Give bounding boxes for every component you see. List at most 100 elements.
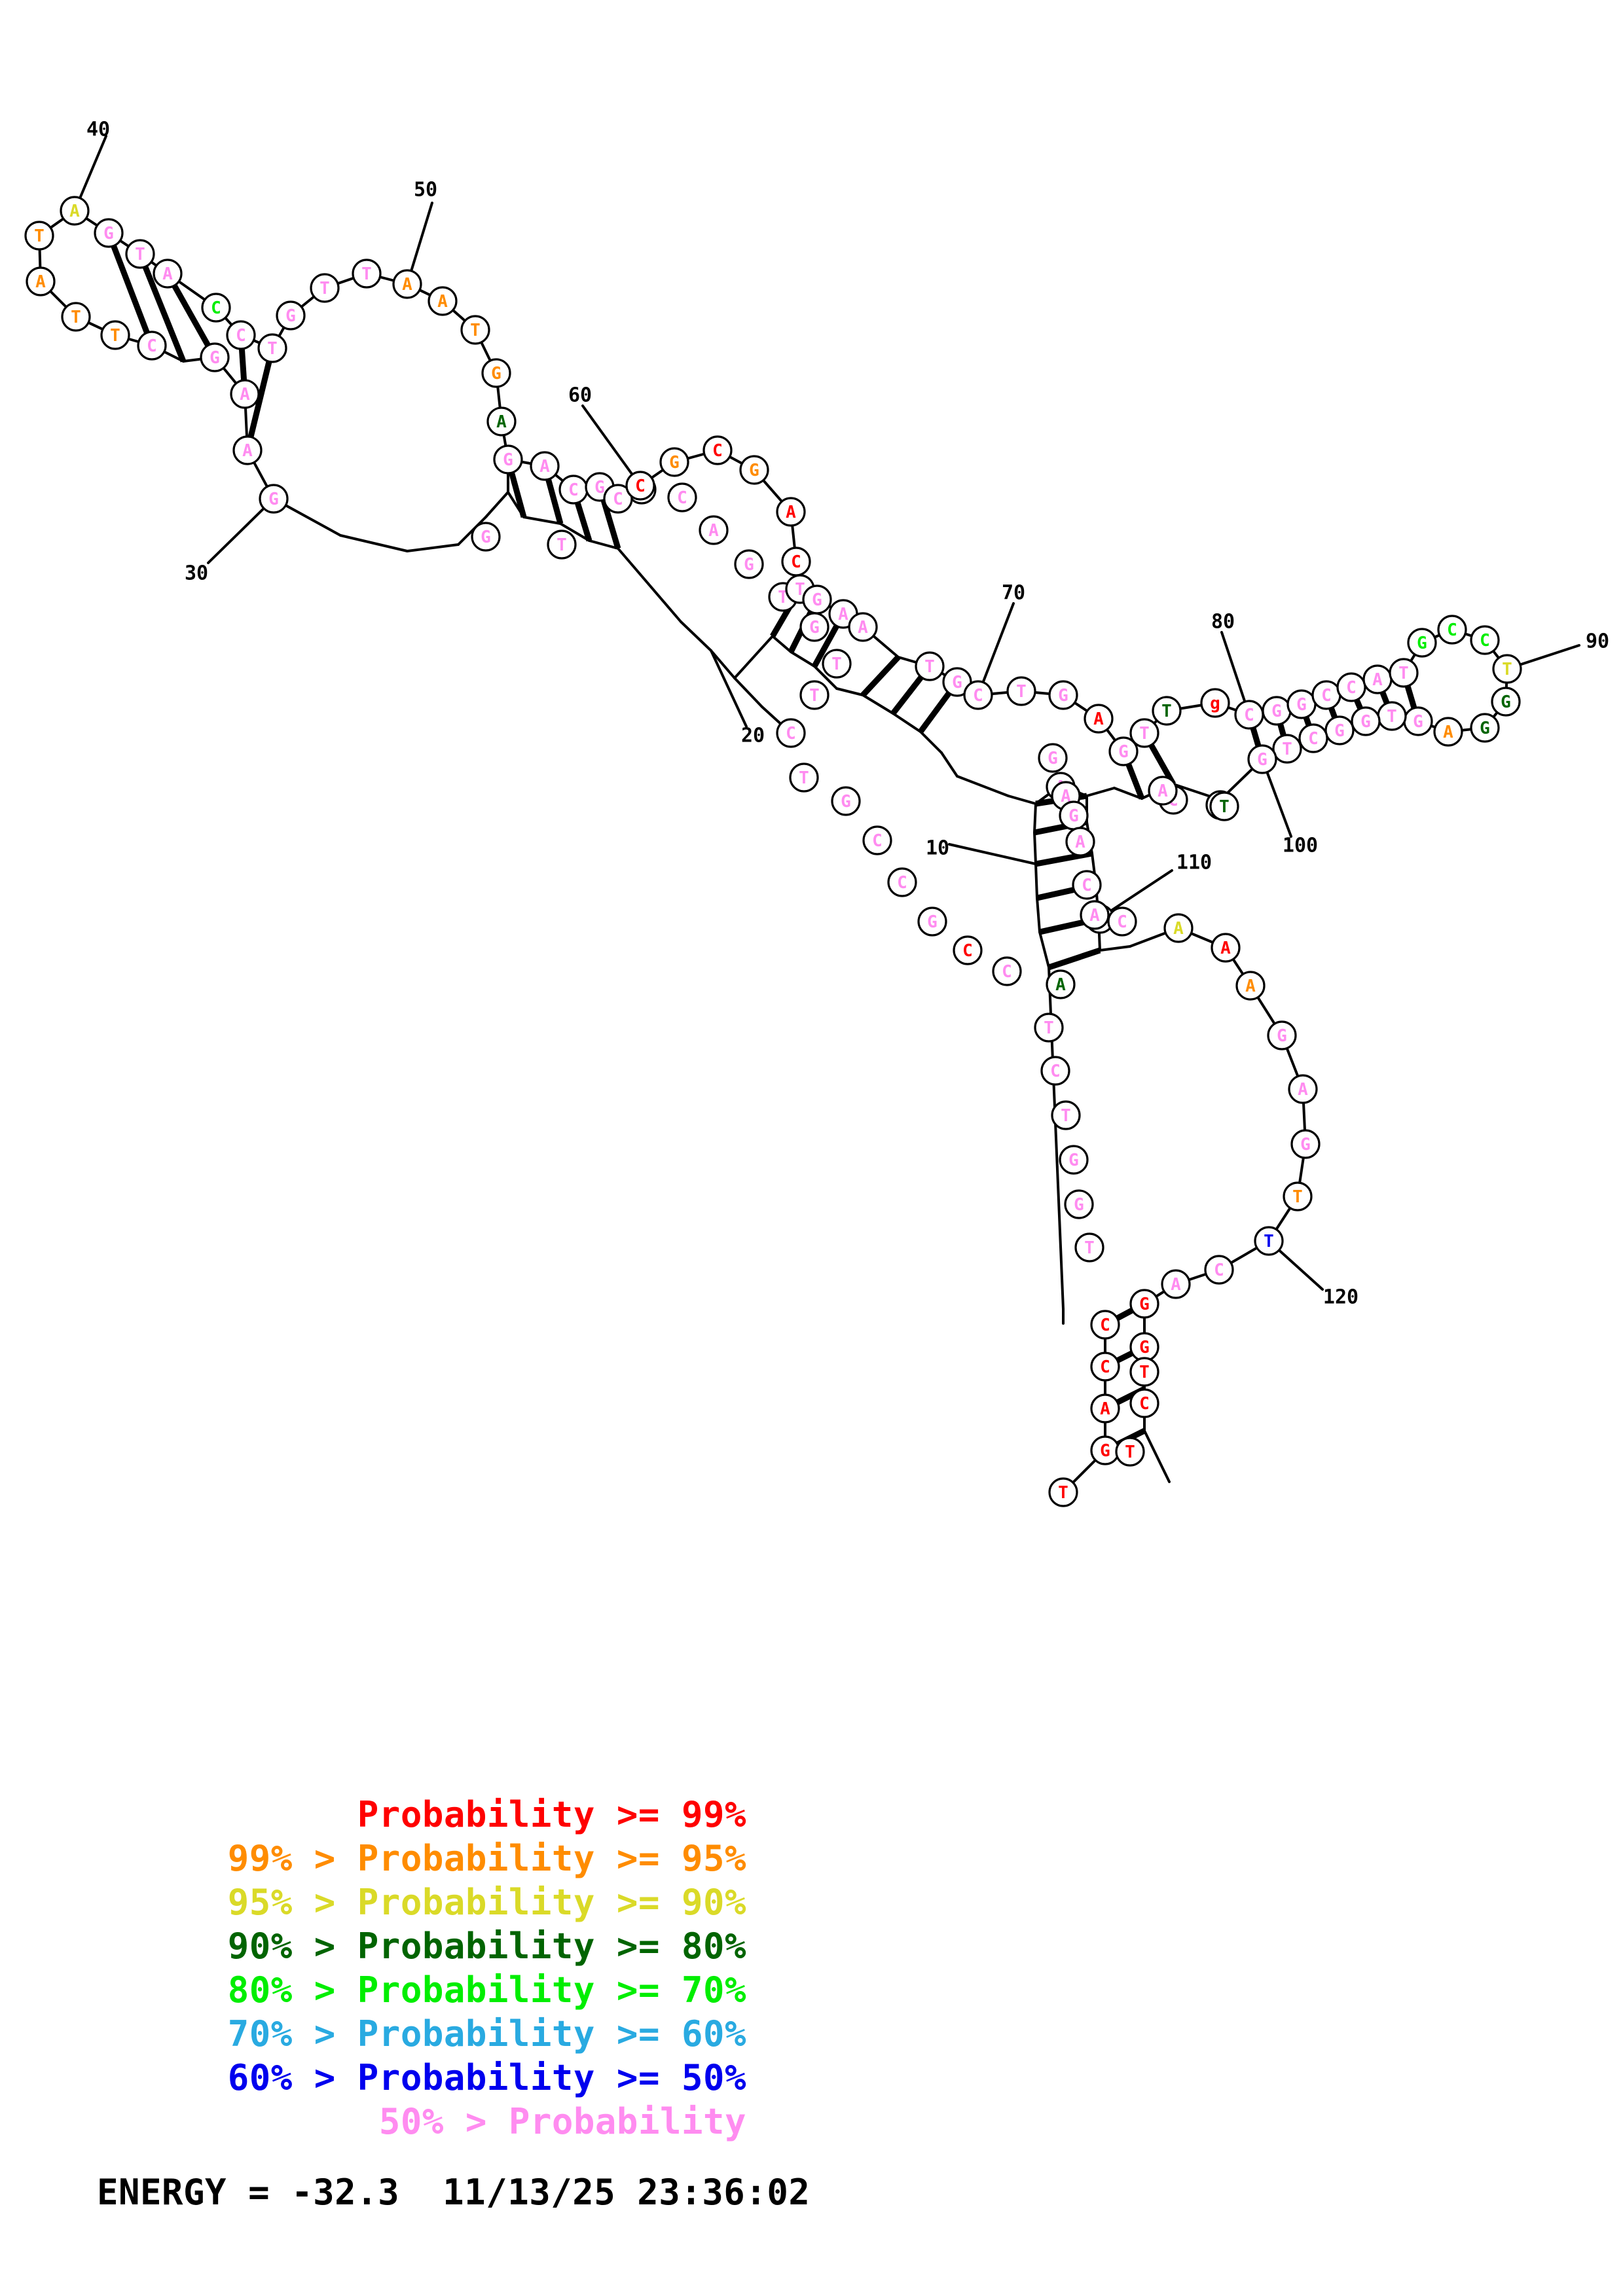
nucleotide: T — [61, 302, 91, 332]
position-label-10: 10 — [926, 837, 949, 860]
nucleotide: C — [201, 293, 231, 323]
nucleotide-circle — [1336, 672, 1366, 702]
nucleotide-circle — [1072, 870, 1102, 900]
nucleotide-circle — [917, 906, 947, 937]
nucleotide-circle — [1163, 913, 1194, 943]
position-labels: 40 50 30 60 20 70 10 80 90 100 110 120 — [86, 118, 1609, 1309]
nucleotide-circle — [1272, 734, 1302, 764]
nucleotide: A — [1161, 1269, 1191, 1299]
nucleotide-circle — [1034, 1013, 1064, 1043]
nucleotide-circle — [1148, 776, 1178, 806]
nucleotide: G — [1064, 1189, 1094, 1219]
nucleotide-circle — [1006, 676, 1036, 706]
nucleotide-circle — [1290, 1129, 1321, 1159]
nucleotide: G — [1324, 715, 1355, 745]
nucleotide-circle — [1129, 718, 1159, 748]
nucleotide-circle — [659, 447, 689, 477]
nucleotide-circle — [352, 259, 382, 289]
leader-60 — [581, 404, 642, 487]
nucleotide-circle — [1090, 1352, 1120, 1382]
nucleotide: G — [1059, 800, 1089, 831]
nucleotide-circle — [1377, 701, 1407, 731]
nucleotide: G — [1407, 628, 1437, 658]
nucleotide: A — [26, 266, 56, 296]
nucleotide-circle — [1389, 658, 1419, 688]
nucleotide: C — [1470, 625, 1500, 655]
legend-row: 60% > Probability >= 50% — [227, 2056, 746, 2098]
nucleotide-circle — [471, 522, 501, 552]
nucleotide: C — [1107, 906, 1137, 937]
legend-row: 99% > Probability >= 95% — [227, 1837, 746, 1879]
nucleotide-circle — [1048, 680, 1078, 710]
nucleotide: T — [460, 315, 490, 345]
position-label-60: 60 — [568, 384, 592, 407]
nucleotide: A — [1235, 971, 1266, 1001]
nucleotide: T — [257, 333, 287, 363]
nucleotide: A — [1433, 717, 1463, 747]
nucleotide-circle — [1298, 723, 1328, 753]
nucleotide-circle — [1311, 680, 1341, 710]
nucleotide-circle — [226, 320, 256, 350]
nucleotide: C — [1040, 1056, 1070, 1086]
nucleotide: T — [125, 239, 155, 269]
nucleotide-circle — [699, 515, 729, 545]
nucleotide: T — [1209, 791, 1239, 821]
nucleotide: C — [1129, 1388, 1159, 1418]
nucleotide: C — [1298, 723, 1328, 753]
legend-row: Probability >= 99% — [357, 1794, 746, 1835]
nucleotide-circle — [460, 315, 490, 345]
nucleotide-circle — [547, 529, 577, 560]
legend-row: 70% > Probability >= 60% — [227, 2013, 746, 2054]
nucleotide: C — [1437, 615, 1467, 645]
nucleotide-circle — [702, 435, 733, 465]
nucleotide: G — [481, 358, 511, 388]
leader-20 — [710, 649, 748, 728]
nucleotide-circle — [1491, 687, 1521, 717]
nucleotide: C — [992, 956, 1022, 986]
position-label-90: 90 — [1586, 630, 1609, 653]
nucleotide-circle — [862, 825, 892, 855]
nucleotide: A — [1080, 900, 1110, 930]
nucleotide: T — [1051, 1100, 1081, 1130]
nucleotide: G — [1286, 689, 1317, 719]
nucleotide-circle — [493, 444, 523, 475]
nucleotide: G — [1048, 680, 1078, 710]
position-label-20: 20 — [741, 725, 765, 747]
position-label-30: 30 — [185, 562, 208, 585]
nucleotide-circle — [201, 293, 231, 323]
nucleotide: T — [1254, 1226, 1284, 1256]
nucleotide-circle — [1065, 827, 1095, 857]
nucleotide: T — [1377, 701, 1407, 731]
nucleotide-circle — [1129, 1332, 1159, 1362]
nucleotide: A — [232, 435, 263, 465]
nucleotide: T — [310, 273, 340, 303]
nucleotide-circle — [200, 342, 230, 372]
nucleotide: T — [1034, 1013, 1064, 1043]
nucleotide: G — [1129, 1289, 1159, 1319]
nucleotide-circle — [1051, 1100, 1081, 1130]
nucleotide: T — [1389, 658, 1419, 688]
nucleotide: G — [471, 522, 501, 552]
nucleotide-circle — [1286, 689, 1317, 719]
nucleotide: C — [667, 482, 697, 512]
nucleotide: A — [1211, 933, 1241, 963]
nucleotide: g — [1200, 688, 1230, 718]
nucleotide-circle — [603, 484, 633, 514]
nucleotide: G — [493, 444, 523, 475]
nucleotide-circle — [1048, 1477, 1078, 1507]
nucleotide: C — [781, 547, 811, 577]
nucleotide-circle — [1247, 744, 1277, 774]
nucleotide: A — [153, 259, 183, 289]
nucleotide: G — [94, 218, 124, 248]
nucleotide: C — [953, 935, 983, 965]
nucleotide: G — [1470, 713, 1500, 743]
nucleotide-circle — [486, 406, 517, 437]
nucleotide-circle — [1351, 706, 1381, 736]
nucleotide-circle — [276, 300, 306, 331]
nucleotide-circle — [230, 379, 260, 409]
nucleotide-circle — [1040, 1056, 1070, 1086]
nucleotide: C — [1204, 1255, 1234, 1285]
nucleotide-circle — [1038, 743, 1068, 773]
nucleotide: G — [1351, 706, 1381, 736]
nucleotide: C — [1090, 1310, 1120, 1340]
